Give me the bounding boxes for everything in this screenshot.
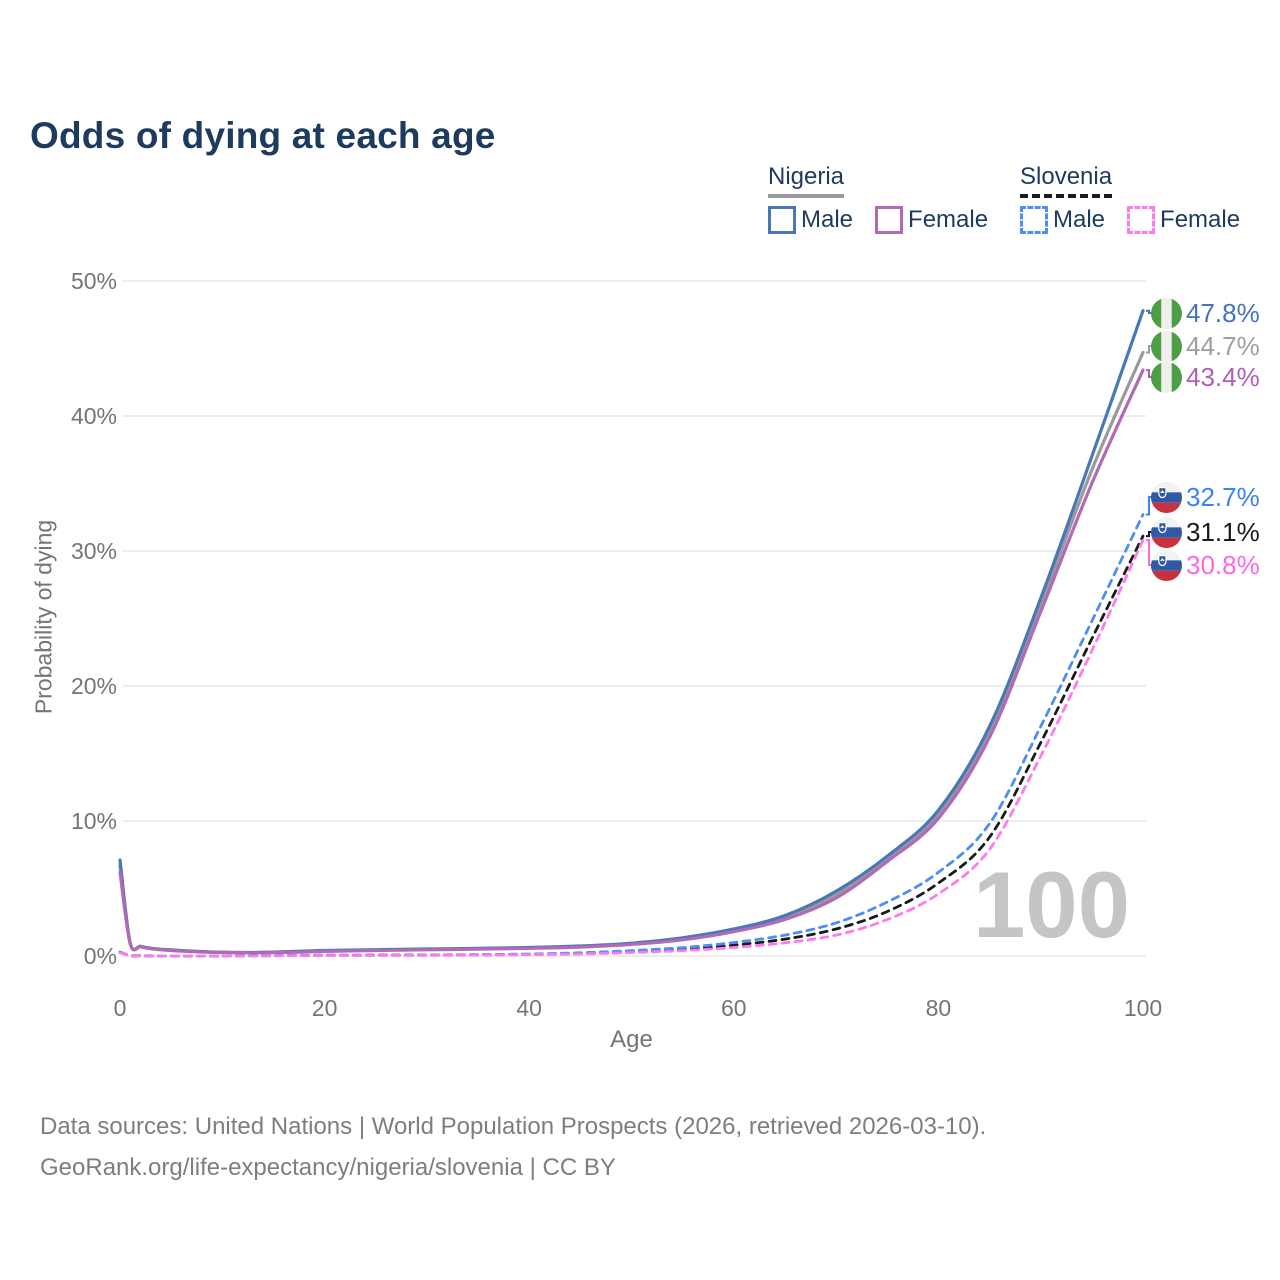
end-label-slovenia-31.1: 31.1%: [1151, 516, 1260, 548]
x-axis-title: Age: [610, 1026, 653, 1053]
x-tick-label: 60: [721, 995, 747, 1021]
legend-item-nigeria-male[interactable]: Male: [768, 206, 853, 234]
slovenia-flag-icon: [1151, 481, 1182, 513]
x-tick-label: 80: [926, 995, 952, 1021]
x-tick-label: 100: [1124, 995, 1162, 1021]
footer-sources: Data sources: United Nations | World Pop…: [40, 1113, 987, 1140]
end-label-value: 30.8%: [1186, 549, 1260, 580]
legend-group-slovenia: Slovenia Male Female: [1020, 163, 1240, 234]
end-label-value: 43.4%: [1186, 361, 1260, 392]
end-label-connector: [1146, 345, 1152, 354]
y-axis-title: Probability of dying: [30, 519, 57, 715]
slovenia-flag-icon: [1151, 516, 1182, 548]
end-label-connector: [1146, 496, 1152, 516]
end-label-value: 47.8%: [1186, 297, 1260, 328]
slovenia-flag-icon: [1151, 549, 1182, 581]
end-label-nigeria-44.7: 44.7%: [1151, 330, 1260, 362]
legend-items-nigeria: Male Female: [768, 206, 988, 234]
legend-item-label: Male: [801, 206, 854, 233]
legend-item-label: Male: [1053, 206, 1106, 233]
end-label-nigeria-47.8: 47.8%: [1151, 297, 1260, 329]
line-slovenia-female[interactable]: [118, 538, 1145, 958]
legend-group-nigeria: Nigeria Male Female: [768, 163, 988, 234]
x-tick-label: 20: [312, 995, 338, 1021]
legend-country-nigeria[interactable]: Nigeria: [768, 163, 845, 198]
nigeria-flag-icon: [1151, 297, 1182, 329]
legend-items-slovenia: Male Female: [1020, 206, 1240, 234]
legend-item-nigeria-female[interactable]: Female: [875, 206, 988, 234]
nigeria-male-line-swatch-icon: [768, 206, 796, 234]
footer: Data sources: United Nations | World Pop…: [40, 1106, 986, 1188]
legend-item-slovenia-male[interactable]: Male: [1020, 206, 1105, 234]
y-tick-label: 20%: [71, 673, 117, 699]
end-label-value: 44.7%: [1186, 330, 1260, 361]
end-label-connector: [1146, 369, 1152, 378]
end-label-value: 32.7%: [1186, 481, 1260, 512]
end-label-nigeria-43.4: 43.4%: [1151, 361, 1260, 393]
y-tick-label: 10%: [71, 808, 117, 834]
end-label-value: 31.1%: [1186, 516, 1260, 547]
end-label-slovenia-32.7: 32.7%: [1151, 481, 1260, 513]
line-nigeria-female[interactable]: [118, 368, 1145, 955]
y-tick-label: 30%: [71, 538, 117, 564]
y-tick-label: 50%: [71, 268, 117, 294]
nigeria-female-line-swatch-icon: [875, 206, 904, 234]
end-label-connector: [1146, 531, 1152, 538]
legend-item-slovenia-female[interactable]: Female: [1127, 206, 1240, 234]
legend-item-label: Female: [1160, 206, 1241, 233]
page-title: Odds of dying at each age: [30, 114, 496, 156]
y-tick-label: 0%: [84, 943, 117, 969]
nigeria-flag-icon: [1151, 361, 1182, 393]
legend-item-label: Female: [908, 206, 989, 233]
end-label-connector: [1146, 539, 1152, 566]
legend-country-slovenia[interactable]: Slovenia: [1020, 163, 1113, 198]
slovenia-female-line-swatch-icon: [1127, 206, 1156, 234]
end-label-connector: [1146, 309, 1152, 314]
mortality-line-chart: 0% 10% 20% 30% 40% 50% 0 20 40 60 80 100: [71, 268, 1162, 1021]
x-tick-label: 0: [114, 995, 127, 1021]
x-tick-label: 40: [516, 995, 542, 1021]
footer-attribution: GeoRank.org/life-expectancy/nigeria/slov…: [40, 1154, 616, 1181]
nigeria-flag-icon: [1151, 330, 1182, 362]
slovenia-male-line-swatch-icon: [1020, 206, 1048, 234]
y-tick-label: 40%: [71, 403, 117, 429]
end-label-slovenia-30.8: 30.8%: [1151, 549, 1260, 581]
hover-age-watermark: 100: [973, 852, 1130, 957]
